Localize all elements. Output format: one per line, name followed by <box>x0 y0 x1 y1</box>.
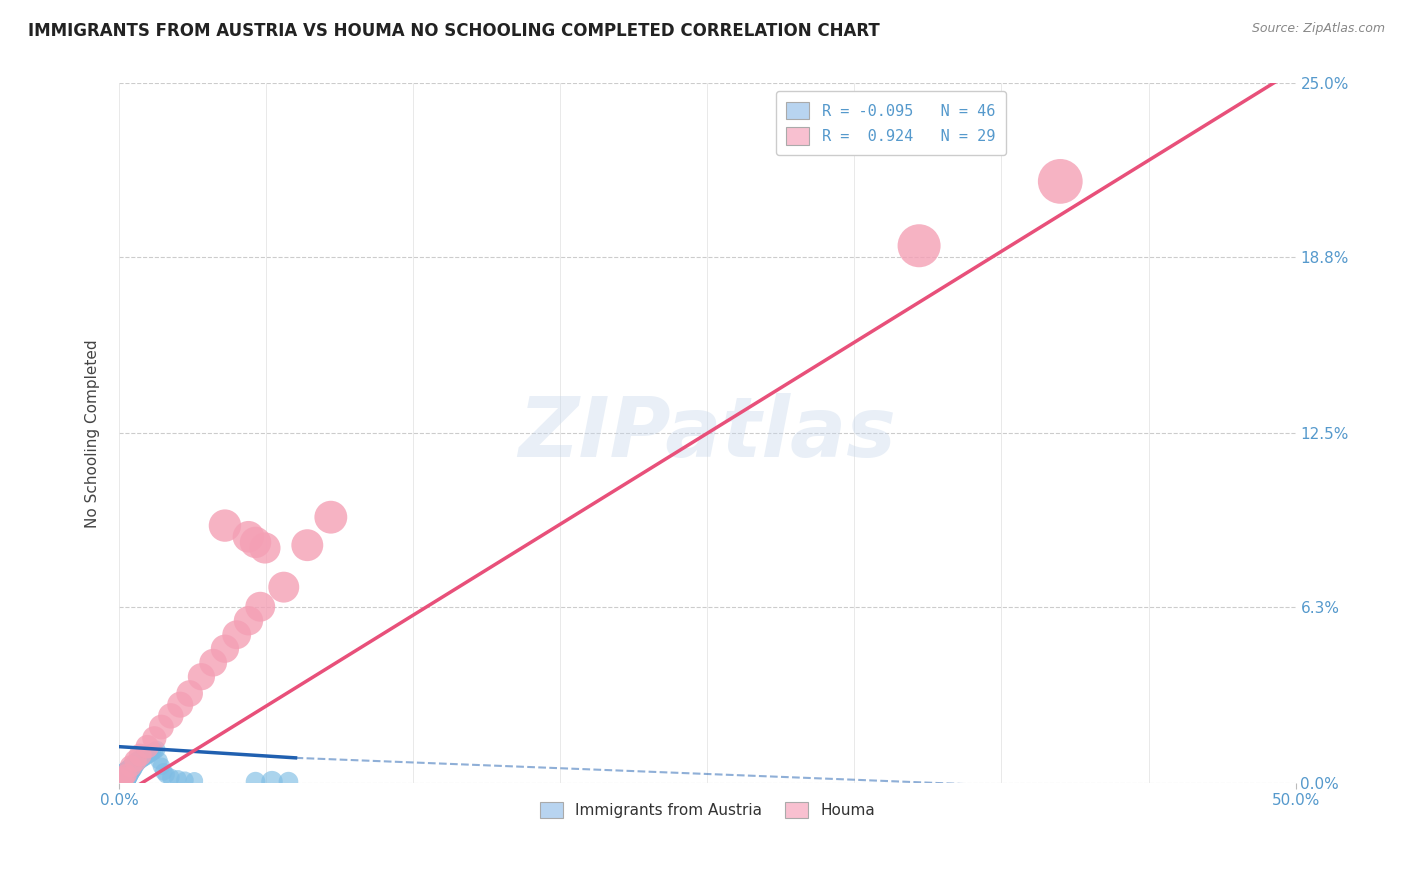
Text: ZIPatlas: ZIPatlas <box>519 392 896 474</box>
Point <box>111 772 134 787</box>
Point <box>225 628 247 642</box>
Point <box>169 698 191 712</box>
Point <box>152 764 174 779</box>
Point <box>159 709 181 723</box>
Point <box>155 767 177 781</box>
Point <box>141 745 163 759</box>
Point <box>121 759 143 773</box>
Point <box>118 764 141 778</box>
Point <box>134 749 156 764</box>
Point <box>127 754 149 768</box>
Point <box>150 720 173 734</box>
Point <box>115 766 138 780</box>
Point <box>145 742 167 756</box>
Point <box>159 771 181 785</box>
Point <box>150 759 173 773</box>
Point <box>117 764 139 779</box>
Point <box>112 769 135 783</box>
Point <box>112 771 135 785</box>
Point <box>110 773 132 788</box>
Point <box>136 739 159 754</box>
Point <box>183 773 205 788</box>
Point <box>136 747 159 762</box>
Point <box>120 762 142 776</box>
Point <box>110 774 132 789</box>
Point <box>129 747 152 762</box>
Point <box>167 772 190 786</box>
Legend: Immigrants from Austria, Houma: Immigrants from Austria, Houma <box>534 796 882 824</box>
Point <box>114 767 136 781</box>
Point <box>214 641 236 656</box>
Point <box>120 759 142 773</box>
Point <box>110 773 132 788</box>
Point <box>115 767 138 781</box>
Point <box>1049 174 1071 188</box>
Point <box>125 755 148 769</box>
Point <box>297 538 319 552</box>
Point <box>202 656 225 670</box>
Point <box>319 510 342 524</box>
Point <box>138 747 160 761</box>
Point <box>260 774 283 789</box>
Point <box>190 670 212 684</box>
Point <box>117 767 139 781</box>
Point <box>179 686 201 700</box>
Point <box>249 599 271 614</box>
Point <box>245 774 267 789</box>
Point <box>117 766 139 780</box>
Point <box>120 764 142 778</box>
Point <box>120 761 142 775</box>
Point <box>111 772 134 786</box>
Y-axis label: No Schooling Completed: No Schooling Completed <box>86 339 100 527</box>
Point <box>112 772 135 786</box>
Point <box>114 771 136 785</box>
Point <box>112 771 135 785</box>
Point <box>214 518 236 533</box>
Point <box>118 764 141 779</box>
Point <box>131 751 153 765</box>
Point <box>245 535 267 549</box>
Point <box>253 541 276 555</box>
Point <box>277 774 299 789</box>
Point <box>908 239 931 253</box>
Point <box>143 731 166 746</box>
Point <box>124 756 146 771</box>
Point <box>238 530 260 544</box>
Point <box>143 744 166 758</box>
Text: IMMIGRANTS FROM AUSTRIA VS HOUMA NO SCHOOLING COMPLETED CORRELATION CHART: IMMIGRANTS FROM AUSTRIA VS HOUMA NO SCHO… <box>28 22 880 40</box>
Point <box>124 754 146 768</box>
Point <box>124 757 146 772</box>
Point <box>273 580 295 594</box>
Point <box>129 752 152 766</box>
Point <box>148 754 170 768</box>
Point <box>122 761 145 775</box>
Point <box>238 614 260 628</box>
Point <box>121 762 143 776</box>
Point <box>115 769 138 783</box>
Point <box>174 773 197 788</box>
Text: Source: ZipAtlas.com: Source: ZipAtlas.com <box>1251 22 1385 36</box>
Point <box>110 773 132 788</box>
